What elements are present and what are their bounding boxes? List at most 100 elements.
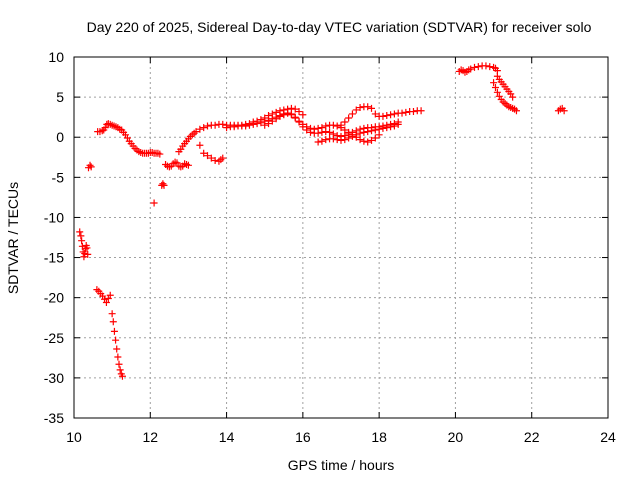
- data-point: [398, 109, 406, 117]
- data-point: [318, 124, 326, 132]
- y-tick-label: -35: [44, 410, 64, 426]
- data-point: [299, 120, 307, 128]
- data-point: [291, 114, 299, 122]
- data-point: [356, 104, 364, 112]
- data-point: [204, 152, 211, 160]
- data-point: [482, 62, 490, 70]
- series-seg4: [108, 310, 126, 380]
- data-point: [116, 366, 124, 374]
- data-point: [490, 79, 498, 87]
- data-point: [509, 93, 517, 101]
- data-point: [402, 108, 410, 116]
- data-point: [467, 65, 475, 73]
- series-seg1: [76, 228, 92, 261]
- series-seg2: [84, 161, 95, 172]
- data-point: [337, 121, 345, 129]
- data-point: [379, 112, 387, 120]
- data-point: [83, 244, 91, 252]
- data-point: [280, 111, 288, 119]
- data-point: [364, 103, 372, 111]
- data-point: [364, 138, 372, 146]
- data-point: [318, 137, 326, 145]
- x-tick-label: 10: [66, 429, 82, 445]
- data-point: [78, 237, 86, 245]
- axis-ticks: [73, 56, 609, 419]
- data-point: [261, 121, 269, 129]
- data-point: [156, 150, 164, 158]
- y-tick-label: -5: [52, 169, 65, 185]
- data-point: [87, 163, 95, 171]
- series-seg14: [314, 120, 402, 146]
- data-point: [114, 353, 122, 361]
- data-point: [322, 122, 330, 130]
- x-tick-label: 14: [219, 429, 235, 445]
- data-point: [200, 124, 208, 132]
- data-point: [268, 117, 276, 125]
- y-tick-label: -10: [44, 209, 64, 225]
- data-point: [295, 117, 303, 125]
- data-point: [265, 120, 273, 128]
- data-point: [371, 134, 379, 142]
- data-point: [219, 120, 227, 128]
- data-point: [284, 109, 292, 117]
- data-point: [390, 110, 398, 118]
- data-point: [314, 124, 322, 132]
- data-point: [257, 119, 265, 127]
- y-tick-label: 5: [56, 89, 64, 105]
- data-point: [493, 88, 501, 96]
- chart-title: Day 220 of 2025, Sidereal Day-to-day VTE…: [87, 19, 592, 35]
- data-point: [276, 112, 284, 120]
- data-point: [368, 104, 376, 112]
- data-point: [356, 129, 364, 137]
- data-point: [204, 122, 211, 130]
- data-point: [101, 124, 109, 132]
- y-tick-labels: 10 5 0 -5 -10 -15 -20 -25 -30 -35: [44, 49, 64, 426]
- data-point: [352, 106, 360, 114]
- data-point: [322, 136, 330, 144]
- series-seg6: [150, 199, 158, 207]
- data-point: [326, 128, 334, 136]
- data-point: [150, 199, 158, 207]
- data-point: [253, 120, 261, 128]
- data-point: [491, 83, 499, 91]
- data-point: [86, 161, 94, 169]
- data-point: [383, 112, 391, 120]
- series-seg10: [196, 141, 204, 149]
- data-point: [81, 250, 89, 258]
- data-point: [341, 118, 349, 126]
- data-points: [76, 62, 568, 380]
- data-point: [106, 291, 114, 299]
- data-point: [383, 124, 391, 132]
- data-point: [486, 63, 494, 71]
- y-axis-label: SDTVAR / TECUs: [5, 182, 21, 294]
- data-point: [352, 131, 360, 139]
- data-point: [184, 161, 192, 169]
- data-point: [329, 121, 337, 129]
- data-point: [379, 124, 387, 132]
- y-tick-label: -20: [44, 290, 64, 306]
- data-point: [314, 138, 322, 146]
- data-point: [159, 180, 167, 188]
- data-point: [394, 120, 402, 128]
- data-point: [360, 137, 368, 145]
- data-point: [512, 107, 520, 115]
- x-tick-label: 16: [295, 429, 311, 445]
- data-point: [371, 110, 379, 118]
- data-point: [371, 126, 379, 134]
- data-point: [356, 136, 364, 144]
- data-point: [98, 127, 106, 135]
- data-point: [192, 128, 200, 136]
- data-point: [409, 108, 417, 116]
- data-point: [113, 345, 121, 353]
- data-point: [109, 318, 117, 326]
- data-point: [368, 136, 376, 144]
- data-point: [242, 122, 250, 130]
- data-point: [474, 63, 482, 71]
- data-point: [219, 154, 227, 162]
- data-point: [77, 232, 85, 240]
- data-point: [211, 156, 219, 164]
- data-point: [303, 123, 311, 131]
- series-seg3: [93, 286, 114, 306]
- data-point: [211, 121, 219, 129]
- data-point: [118, 372, 126, 380]
